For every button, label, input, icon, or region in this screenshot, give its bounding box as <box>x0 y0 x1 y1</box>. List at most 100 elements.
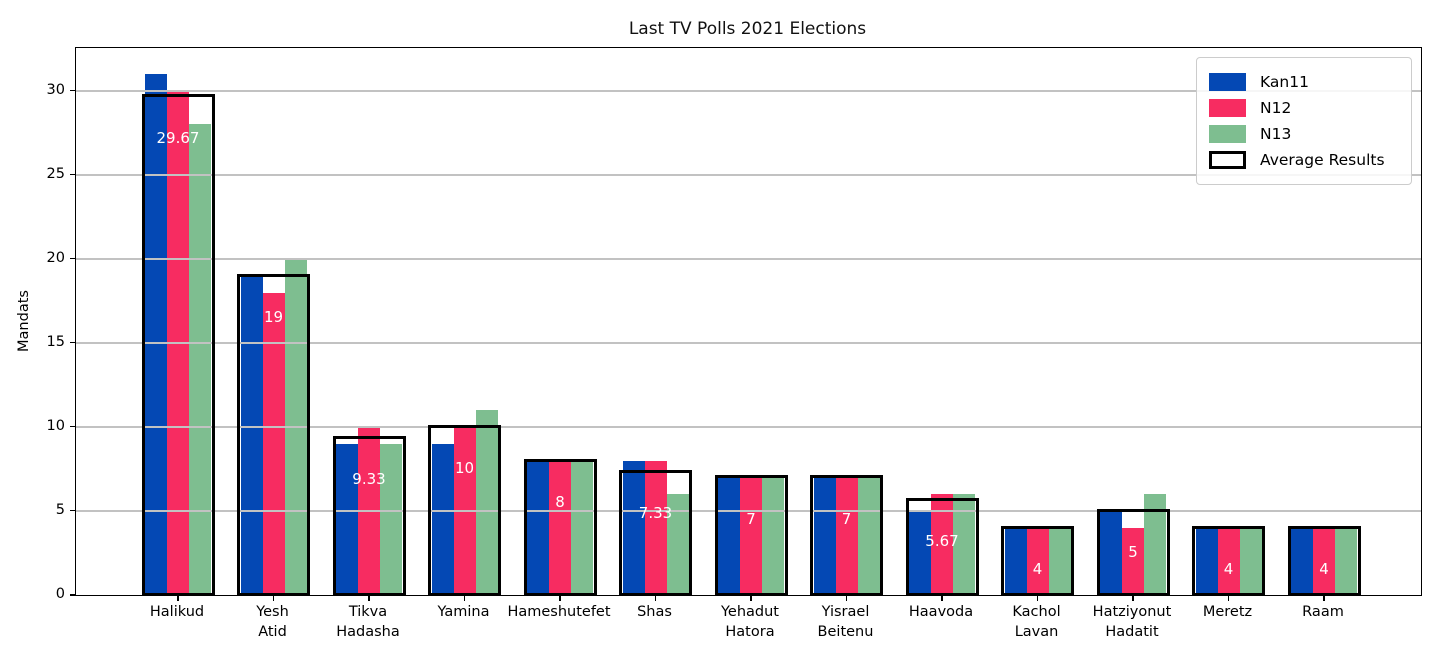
x-tick-mark <box>654 596 656 601</box>
legend-item-n13: N13 <box>1209 123 1399 145</box>
average-value-label: 10 <box>454 459 475 478</box>
x-tick-mark <box>941 596 943 601</box>
y-tick-mark <box>70 173 75 176</box>
bar-group-meretz <box>1195 527 1262 595</box>
gridline-y-25 <box>76 174 1421 176</box>
x-tick-label-line: Raam <box>1302 604 1344 620</box>
x-tick-label: Meretz <box>1153 602 1303 622</box>
bar-n12-10 <box>1122 527 1144 595</box>
average-value-label: 5.67 <box>925 531 959 550</box>
average-outline-1 <box>237 273 310 596</box>
x-tick-label-line: Shas <box>637 604 672 620</box>
legend-label: Average Results <box>1260 151 1385 169</box>
bar-n12-7 <box>835 477 858 595</box>
bar-group-hameshutefet <box>527 460 593 595</box>
y-tick-mark <box>70 594 75 596</box>
bar-n12-11 <box>1217 527 1240 595</box>
bar-group-hatziyonut-hadatit <box>1100 494 1166 595</box>
y-tick-mark <box>70 257 75 260</box>
bar-n12-4 <box>549 460 571 595</box>
y-tick-mark <box>70 425 75 428</box>
x-tick-label: Yisrael Beitenu <box>771 602 921 642</box>
average-value-label: 29.67 <box>156 128 200 147</box>
bar-n12-1 <box>262 292 285 595</box>
y-tick-mark <box>70 509 75 512</box>
bar-kan11-12 <box>1291 527 1313 595</box>
bar-kan11-6 <box>718 477 740 595</box>
bar-kan11-11 <box>1195 527 1218 595</box>
x-tick-label: Yamina <box>389 602 539 622</box>
average-outline-9 <box>1001 525 1074 596</box>
x-tick-label: Raam <box>1248 602 1398 622</box>
gridline-y-20 <box>76 258 1421 260</box>
x-tick-mark <box>1323 596 1325 601</box>
x-tick-label: Shas <box>580 602 730 622</box>
average-value-label: 19 <box>263 307 284 326</box>
bar-n13-12 <box>1335 527 1357 595</box>
x-tick-label-line: Yesh <box>256 604 289 620</box>
x-tick-label-line: Hatziyonut <box>1092 604 1172 620</box>
legend-swatch-average-results <box>1209 151 1246 169</box>
x-tick-mark <box>1036 596 1038 601</box>
y-tick-mark <box>70 341 75 344</box>
y-tick-mark <box>70 89 75 92</box>
x-tick-mark <box>1227 596 1229 601</box>
x-tick-label-line: Hatora <box>725 624 775 640</box>
average-value-label: 7.33 <box>638 504 673 522</box>
average-outline-11 <box>1192 525 1265 596</box>
average-outline-3 <box>428 424 501 596</box>
bar-kan11-5 <box>622 460 645 595</box>
x-tick-mark <box>368 596 370 601</box>
bar-group-yehadut-hatora <box>718 477 784 595</box>
bar-group-haavoda <box>909 494 975 595</box>
bar-n12-6 <box>740 477 762 595</box>
x-tick-mark <box>1132 596 1134 601</box>
legend-swatch-kan11 <box>1209 73 1246 91</box>
average-outline-2 <box>332 436 406 596</box>
bar-kan11-10 <box>1100 510 1122 595</box>
average-value-label: 5 <box>1128 543 1138 562</box>
x-tick-label-line: Hadasha <box>336 624 400 640</box>
legend-item-kan11: Kan11 <box>1209 71 1399 93</box>
average-value-label: 4 <box>1223 559 1234 578</box>
average-value-label: 4 <box>1032 559 1043 578</box>
y-tick-label: 15 <box>46 333 65 350</box>
x-tick-label: Yesh Atid <box>198 602 348 642</box>
gridline-y-30 <box>76 90 1421 92</box>
x-tick-label-line: Atid <box>258 624 287 640</box>
x-tick-mark <box>750 596 752 601</box>
bar-kan11-2 <box>336 443 358 595</box>
bar-n13-4 <box>571 460 593 595</box>
legend-label: Kan11 <box>1260 73 1309 91</box>
average-outline-7 <box>810 475 883 596</box>
x-tick-label-line: Beitenu <box>817 624 874 640</box>
legend-item-average-results: Average Results <box>1209 149 1399 171</box>
y-tick-label: 25 <box>46 165 65 182</box>
legend: Kan11 N12 N13 Average Results <box>1196 57 1412 185</box>
bar-kan11-9 <box>1004 527 1027 595</box>
legend-item-n12: N12 <box>1209 97 1399 119</box>
y-tick-label: 0 <box>55 586 65 602</box>
average-value-label: 7 <box>841 509 852 528</box>
average-outline-0 <box>141 94 215 596</box>
average-outline-4 <box>523 458 597 596</box>
x-tick-label-line: Halikud <box>149 604 205 620</box>
x-tick-label-line: Hadatit <box>1105 624 1159 640</box>
average-outline-5 <box>619 469 692 596</box>
x-tick-label-line: Meretz <box>1202 604 1253 620</box>
legend-swatch-n12 <box>1209 99 1246 117</box>
x-tick-label: Haavoda <box>866 602 1016 622</box>
average-value-label: 8 <box>555 492 565 511</box>
bar-n12-9 <box>1026 527 1049 595</box>
bar-n13-3 <box>475 410 498 595</box>
x-tick-label: Kachol Lavan <box>962 602 1112 642</box>
x-tick-label-line: Kachol <box>1012 604 1061 620</box>
bar-n13-7 <box>857 477 880 595</box>
x-tick-mark <box>463 596 465 601</box>
bar-n13-11 <box>1239 527 1262 595</box>
average-outline-12 <box>1287 525 1361 596</box>
bar-n13-8 <box>953 494 975 595</box>
bar-n12-8 <box>931 494 953 595</box>
bar-n13-6 <box>762 477 784 595</box>
